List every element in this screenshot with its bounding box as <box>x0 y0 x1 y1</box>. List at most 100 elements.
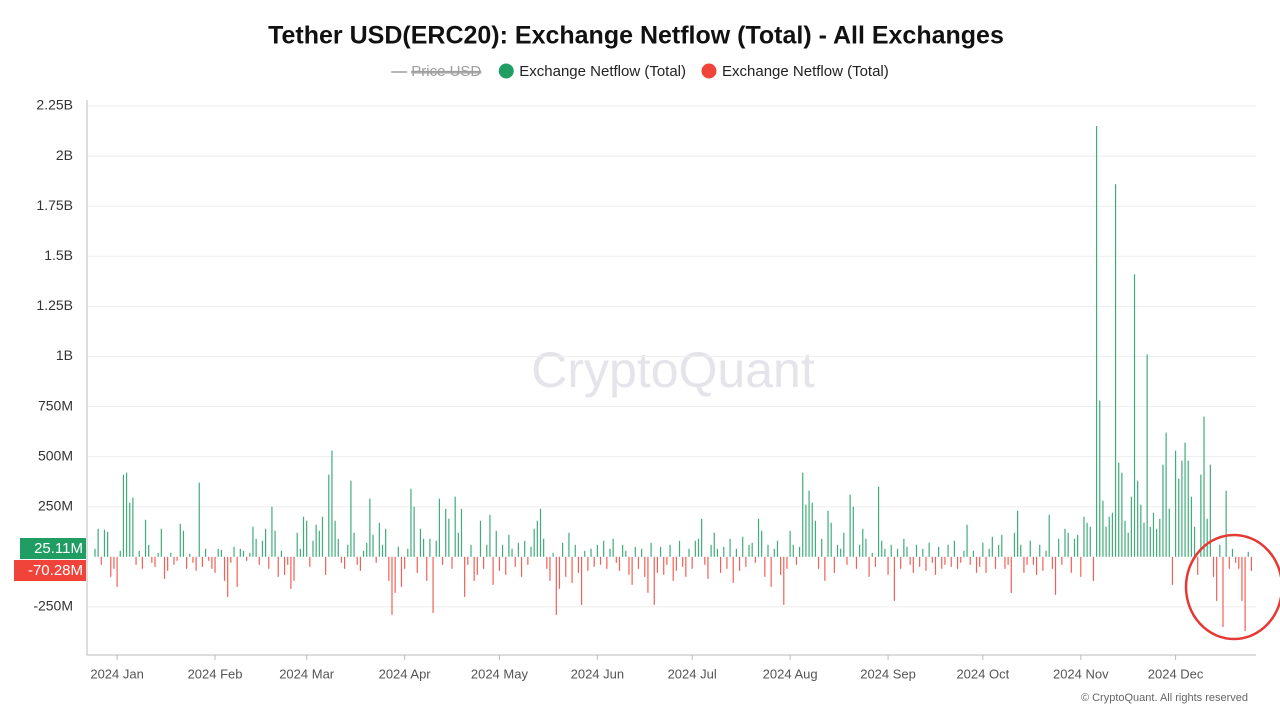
bar <box>808 490 810 557</box>
bar <box>321 516 324 557</box>
bar <box>678 540 681 557</box>
bar <box>802 472 804 557</box>
bar <box>527 556 529 565</box>
current-label-bg <box>20 538 86 559</box>
bar <box>467 556 469 565</box>
bar <box>814 520 816 557</box>
bar <box>941 556 943 569</box>
highlight-circle <box>1184 533 1280 641</box>
bar <box>1111 512 1113 557</box>
bar <box>524 540 526 557</box>
bar <box>350 480 352 557</box>
bar <box>517 542 519 557</box>
bar <box>732 556 734 583</box>
bar <box>953 540 956 557</box>
bar <box>1143 522 1145 557</box>
bar <box>770 556 772 587</box>
bar <box>495 530 497 557</box>
bar <box>634 546 636 557</box>
bar <box>1010 556 1012 593</box>
bar <box>562 542 564 557</box>
bar <box>691 556 693 569</box>
bar <box>1054 556 1057 595</box>
bar <box>1130 496 1132 557</box>
bar <box>1228 556 1230 569</box>
x-tick-label: 2024 Mar <box>279 666 335 681</box>
bar <box>603 540 605 557</box>
bar <box>144 519 147 557</box>
legend: Price USD Exchange Netflow (Total) Exchang… <box>391 63 889 80</box>
bar <box>1121 472 1123 557</box>
bar <box>489 514 491 557</box>
bar <box>154 556 156 567</box>
bar <box>369 498 371 557</box>
y-tick-label: 1B <box>56 347 73 363</box>
bar <box>641 548 643 557</box>
bar <box>748 544 750 557</box>
bar <box>255 538 257 557</box>
bar <box>922 548 924 557</box>
bar <box>1222 556 1224 627</box>
bar <box>979 556 981 567</box>
bar <box>451 556 453 569</box>
bar <box>1058 538 1060 557</box>
bar <box>511 548 513 557</box>
bar <box>1067 532 1069 557</box>
bar <box>479 520 482 557</box>
bar <box>764 556 766 577</box>
y-tick-label: 1.25B <box>36 297 73 313</box>
bar <box>334 520 336 557</box>
bar <box>934 556 937 575</box>
bar <box>618 556 621 571</box>
bar <box>552 552 554 557</box>
x-tick-label: 2024 Dec <box>1148 666 1204 681</box>
bar <box>969 556 971 565</box>
bar <box>236 556 238 587</box>
bar <box>915 544 918 557</box>
bar <box>410 488 412 557</box>
bar <box>1181 460 1183 557</box>
bar <box>299 548 301 557</box>
bar <box>625 550 627 557</box>
bar <box>1004 556 1006 569</box>
bar <box>397 546 399 557</box>
bar <box>359 556 361 571</box>
bar <box>110 556 112 577</box>
bar <box>132 497 134 557</box>
bar <box>631 556 633 585</box>
bar <box>1146 354 1148 557</box>
bar <box>1070 556 1072 573</box>
bar <box>268 556 270 569</box>
bar <box>685 556 687 577</box>
bar <box>805 504 807 557</box>
legend-dot <box>498 63 514 79</box>
bar <box>501 544 504 557</box>
bar <box>599 556 602 565</box>
bar <box>783 556 785 605</box>
bar <box>612 538 614 557</box>
bar <box>179 523 181 557</box>
bar <box>1156 528 1158 557</box>
y-tick-label: 1.5B <box>44 247 73 263</box>
bar <box>460 508 463 557</box>
bar <box>988 548 990 557</box>
bar <box>271 506 273 557</box>
bar <box>204 548 207 557</box>
bar <box>928 542 930 557</box>
bar <box>290 556 292 589</box>
bar <box>868 556 870 577</box>
bar <box>1077 534 1079 557</box>
bar <box>315 524 317 557</box>
bar <box>160 528 162 557</box>
bar <box>217 548 219 557</box>
bar <box>306 520 308 557</box>
y-tick-label: 500M <box>38 447 73 463</box>
bar <box>1159 518 1161 557</box>
bar <box>859 544 861 557</box>
bar <box>925 556 927 571</box>
bar <box>694 540 696 557</box>
bar <box>1127 532 1129 557</box>
bar <box>223 556 226 581</box>
bar <box>742 536 744 557</box>
